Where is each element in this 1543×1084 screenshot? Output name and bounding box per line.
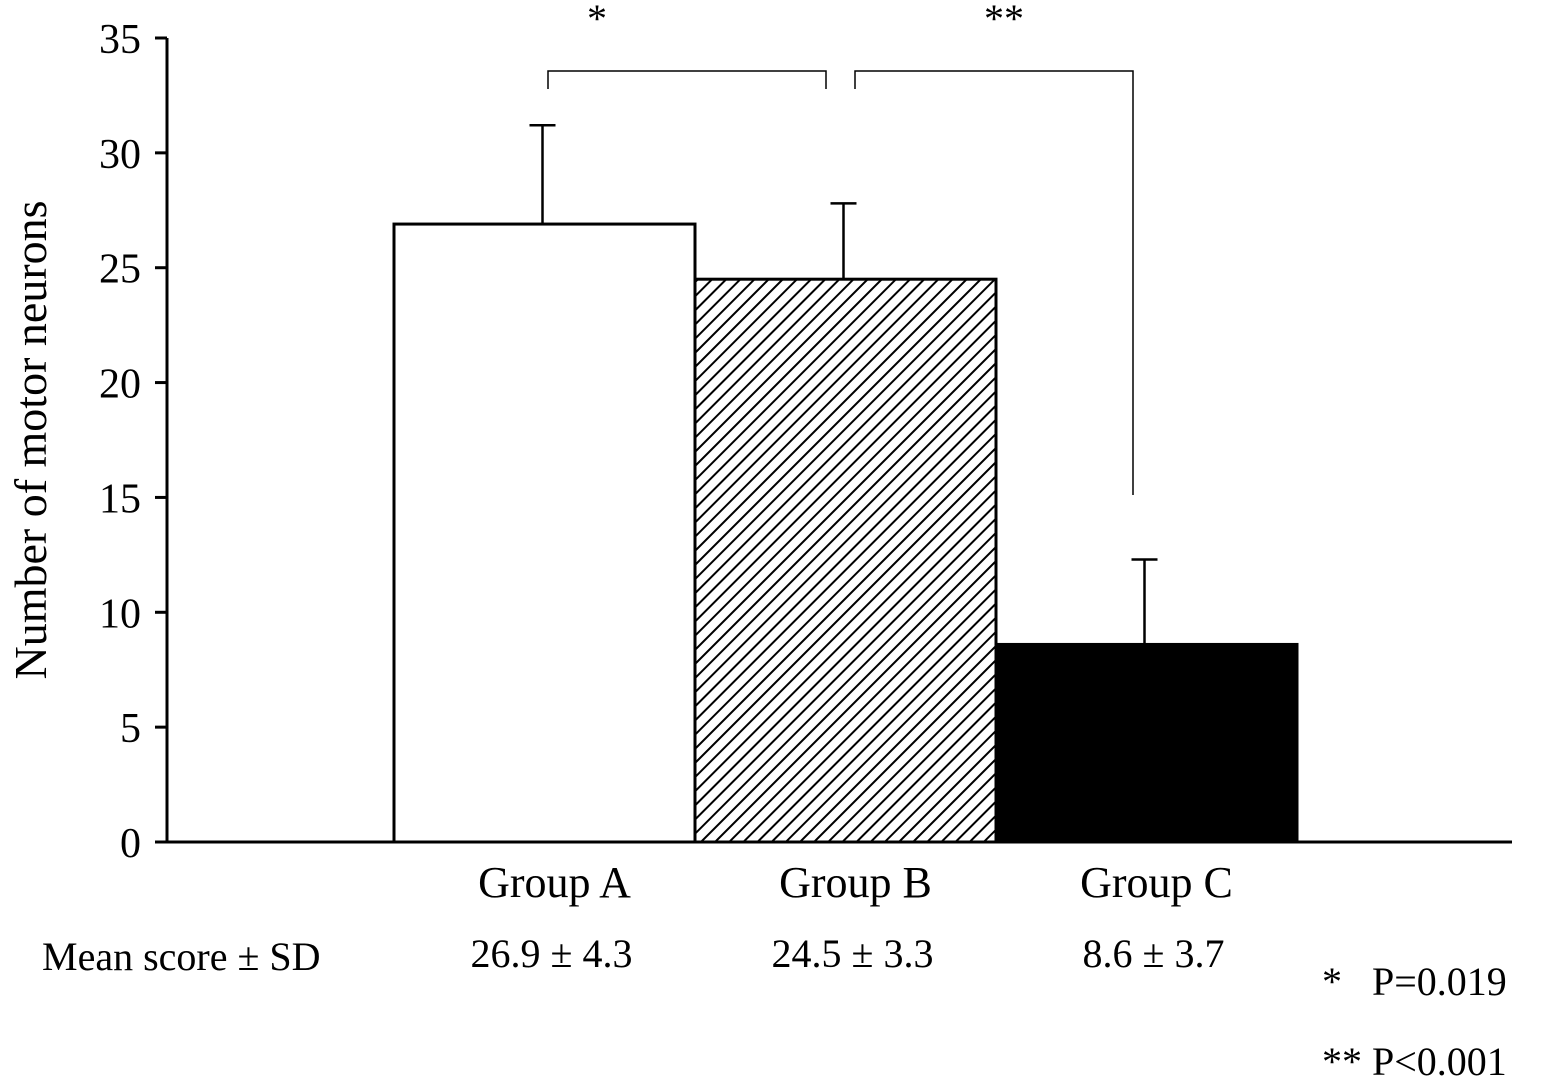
bar-group-b: [693, 277, 998, 844]
mean-score-value: 8.6 ± 3.7: [1083, 931, 1225, 976]
y-tick-label: 25: [99, 247, 141, 293]
x-tick-label: Group A: [478, 858, 631, 907]
significance-bracket: [547, 70, 827, 89]
significance-mark: **: [984, 0, 1024, 41]
significance-mark: *: [587, 0, 607, 41]
mean-score-values: 26.9 ± 4.3 24.5 ± 3.3 8.6 ± 3.7: [471, 931, 1225, 976]
bar-group-a: [392, 222, 697, 844]
y-tick-label: 35: [99, 17, 141, 63]
bars: [392, 222, 1299, 844]
mean-score-value: 26.9 ± 4.3: [471, 931, 633, 976]
x-tick-label: Group B: [779, 858, 932, 907]
y-tick-label: 10: [99, 591, 141, 637]
significance-bracket: [854, 70, 1134, 495]
y-axis-label: Number of motor neurons: [5, 200, 56, 679]
footnote-double-star: ** P<0.001: [1322, 1039, 1507, 1084]
y-tick-label: 30: [99, 132, 141, 178]
y-tick-label: 5: [120, 706, 141, 752]
significance-brackets: * **: [547, 0, 1134, 495]
y-tick-label: 20: [99, 362, 141, 408]
mean-score-value: 24.5 ± 3.3: [772, 931, 934, 976]
x-axis: Group A Group B Group C: [167, 840, 1512, 907]
y-axis: 0 5 10 15 20 25 30 35: [99, 17, 169, 867]
mean-score-row-label: Mean score ± SD: [42, 934, 321, 979]
error-bars: [529, 124, 1158, 645]
y-tick-label: 0: [120, 821, 141, 867]
footnote-single-star: * P=0.019: [1322, 959, 1507, 1004]
y-tick-label: 15: [99, 476, 141, 522]
x-tick-label: Group C: [1080, 858, 1233, 907]
bar-group-c: [994, 642, 1299, 844]
